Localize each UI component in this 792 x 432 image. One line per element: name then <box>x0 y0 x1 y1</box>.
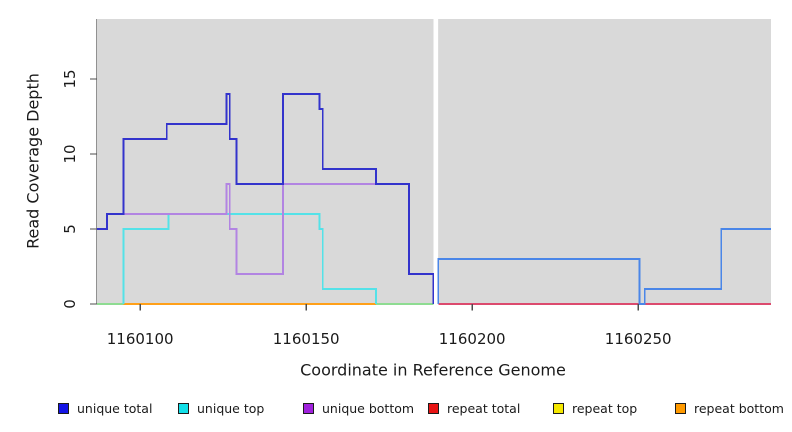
x-tick-label: 1160100 <box>106 330 174 348</box>
x-tick-label: 1160250 <box>604 330 672 348</box>
series-unique-total <box>437 228 771 305</box>
y-tick-label: 0 <box>61 299 79 309</box>
y-tick-label: 10 <box>61 144 79 164</box>
y-tick-label: 5 <box>61 224 79 234</box>
y-axis-title: Read Coverage Depth <box>23 73 43 249</box>
series-unique-total <box>97 93 435 304</box>
x-tick-label: 1160150 <box>272 330 340 348</box>
y-tick-label: 15 <box>61 69 79 89</box>
x-tick-label: 1160200 <box>438 330 506 348</box>
coverage-gap <box>433 19 439 304</box>
series-unique-top <box>122 213 377 304</box>
x-axis-title: Coordinate in Reference Genome <box>300 360 566 380</box>
